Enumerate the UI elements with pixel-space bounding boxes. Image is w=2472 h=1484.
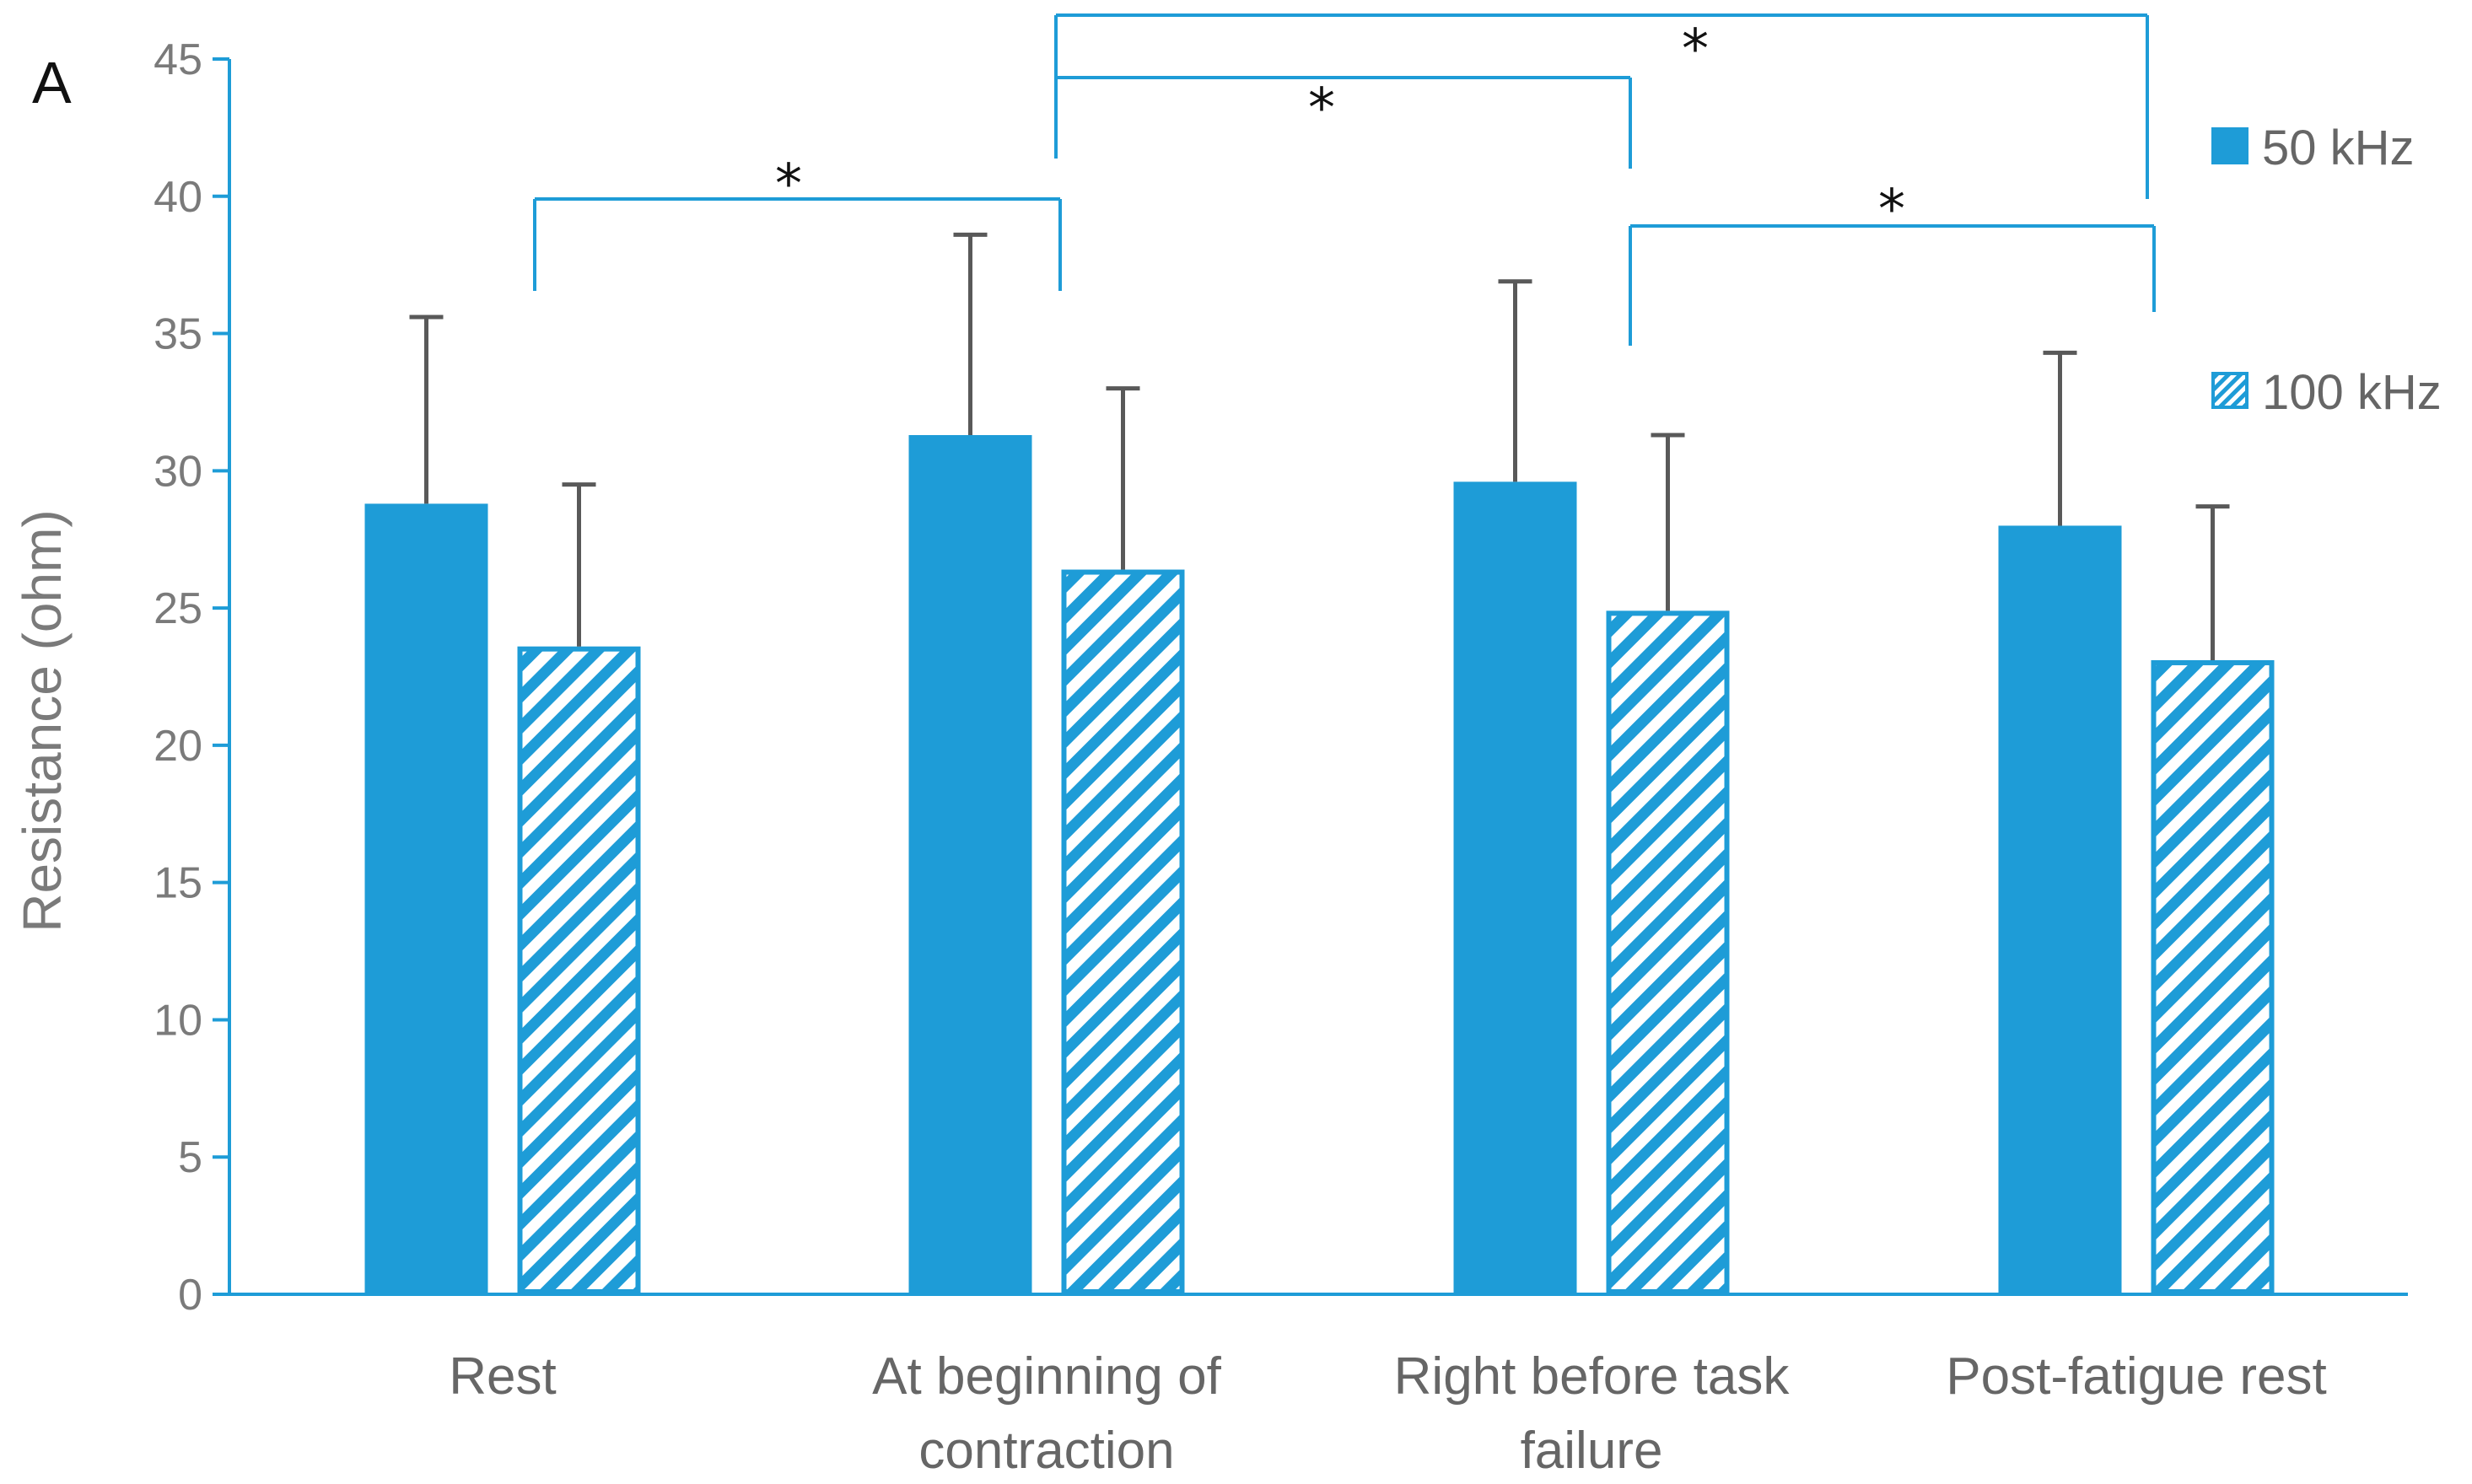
category-label-3-0: Post-fatigue rest	[1946, 1347, 2326, 1406]
bar-1-3	[2151, 659, 2275, 1294]
bar-1-0	[517, 646, 641, 1294]
legend: 50 kHz 100 kHz	[2211, 121, 2442, 420]
y-tick-label-6: 30	[153, 447, 202, 496]
y-tick-label-8: 40	[153, 173, 202, 222]
category-label-2-0: Right before task	[1394, 1347, 1791, 1406]
significance-brackets: * * * *	[533, 13, 2156, 346]
y-axis: 0 5 10 15 20 25 30 35 40 45	[153, 35, 231, 1320]
bar-0-3	[1998, 525, 2122, 1294]
y-tick-label-9: 45	[153, 35, 202, 84]
category-label-0-0: Rest	[449, 1347, 556, 1406]
category-labels: Rest At beginning of contraction Right befo…	[449, 1347, 2326, 1480]
bar-0-0	[364, 503, 488, 1294]
y-axis-title: Resistance (ohm)	[12, 509, 73, 933]
bar-0-2	[1453, 481, 1577, 1294]
y-tick-label-7: 35	[153, 310, 202, 359]
bar-0-1	[908, 435, 1032, 1294]
legend-swatch-0	[2211, 127, 2248, 164]
bar-1-2	[1606, 610, 1730, 1294]
category-label-1-1: contraction	[918, 1422, 1174, 1480]
y-tick-label-1: 5	[178, 1133, 202, 1182]
significance-star-1: *	[1308, 78, 1335, 140]
category-label-2-1: failure	[1521, 1422, 1663, 1480]
significance-star-3: *	[1878, 179, 1905, 241]
significance-star-2: *	[1682, 19, 1709, 81]
y-tick-label-5: 25	[153, 584, 202, 633]
error-bars	[409, 232, 2230, 660]
legend-swatch-1	[2211, 372, 2248, 409]
y-tick-label-0: 0	[178, 1271, 202, 1320]
y-tick-label-4: 20	[153, 722, 202, 771]
legend-label-0: 50 kHz	[2262, 121, 2415, 175]
category-label-1-0: At beginning of	[872, 1347, 1221, 1406]
y-tick-label-2: 10	[153, 996, 202, 1045]
significance-star-0: *	[775, 153, 802, 216]
y-tick-label-3: 15	[153, 859, 202, 908]
panel-label: A	[32, 50, 72, 116]
bar-1-1	[1061, 569, 1185, 1294]
legend-label-1: 100 kHz	[2262, 365, 2442, 420]
bars	[364, 435, 2275, 1294]
